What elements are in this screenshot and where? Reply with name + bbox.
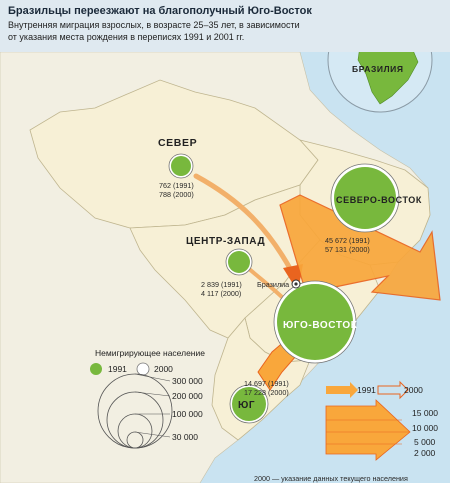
circle-center-west-1991 bbox=[228, 251, 250, 273]
region-label-south: ЮГ bbox=[238, 400, 255, 411]
legend-year-1991: 1991 bbox=[108, 364, 127, 374]
region-value-north-2000: 788 (2000) bbox=[159, 190, 194, 199]
capital-label: Бразилиа bbox=[257, 280, 289, 289]
circles-center-west bbox=[225, 248, 253, 276]
region-value-northeast-1991: 45 672 (1991) bbox=[325, 236, 370, 245]
legend-swatch-1991 bbox=[90, 363, 102, 375]
map-subtitle: Внутренняя миграция взрослых, в возрасте… bbox=[8, 20, 300, 42]
legend-arrow-scale bbox=[325, 399, 411, 461]
circles-south bbox=[229, 384, 269, 424]
legend-arrow-value-4: 2 000 bbox=[414, 448, 436, 458]
region-label-southeast: ЮГО-ВОСТОК bbox=[283, 320, 358, 331]
legend-arrow-value-3: 5 000 bbox=[414, 437, 436, 447]
legend-circle-value-2: 200 000 bbox=[172, 391, 203, 401]
legend-arrow-year-2000: 2000 bbox=[404, 385, 423, 395]
legend-arrow-2000 bbox=[377, 380, 409, 400]
legend-arrow-value-2: 10 000 bbox=[412, 423, 438, 433]
legend-circle-value-3: 100 000 bbox=[172, 409, 203, 419]
inset-label: БРАЗИЛИЯ bbox=[352, 64, 404, 74]
region-label-northeast: СЕВЕРО-ВОСТОК bbox=[336, 195, 422, 205]
header: Бразильцы переезжают на благополучный Юг… bbox=[0, 0, 450, 52]
region-value-center-west-1991: 2 839 (1991) bbox=[201, 280, 242, 289]
footer-fragment: 2000 — указание данных текущего населени… bbox=[254, 474, 408, 483]
legend-arrow-year-1991: 1991 bbox=[357, 385, 376, 395]
region-value-south-1991: 14 697 (1991) bbox=[244, 379, 289, 388]
circle-northeast-1991 bbox=[334, 167, 396, 229]
circle-south-1991 bbox=[232, 387, 266, 421]
legend-circle-value-4: 30 000 bbox=[172, 432, 198, 442]
region-label-north: СЕВЕР bbox=[158, 137, 197, 149]
map-title: Бразильцы переезжают на благополучный Юг… bbox=[8, 5, 312, 17]
legend-title: Немигрирующее население bbox=[95, 348, 205, 358]
legend-arrow-1991 bbox=[326, 382, 358, 398]
legend-circle-value-1: 300 000 bbox=[172, 376, 203, 386]
region-label-center-west: ЦЕНТР-ЗАПАД bbox=[186, 236, 265, 247]
region-value-north-1991: 762 (1991) bbox=[159, 181, 194, 190]
legend-arrow-value-1: 15 000 bbox=[412, 408, 438, 418]
circle-southeast-1991 bbox=[277, 284, 353, 360]
circle-north-1991 bbox=[171, 156, 191, 176]
region-value-northeast-2000: 57 131 (2000) bbox=[325, 245, 370, 254]
circles-northeast bbox=[330, 163, 400, 233]
region-value-south-2000: 17 228 (2000) bbox=[244, 388, 289, 397]
circles-north bbox=[168, 153, 194, 179]
legend-year-2000: 2000 bbox=[154, 364, 173, 374]
legend-circles: Немигрирующее население 1991 2000 300 00… bbox=[90, 348, 205, 449]
circles-southeast bbox=[273, 280, 357, 364]
capital-marker bbox=[291, 279, 301, 289]
flow-arrow-north bbox=[193, 173, 295, 275]
legend-swatch-2000 bbox=[136, 362, 150, 376]
legend-arrows: 1991 2000 15 000 10 000 5 000 2 000 bbox=[325, 380, 438, 461]
region-value-center-west-2000: 4 117 (2000) bbox=[201, 289, 241, 298]
